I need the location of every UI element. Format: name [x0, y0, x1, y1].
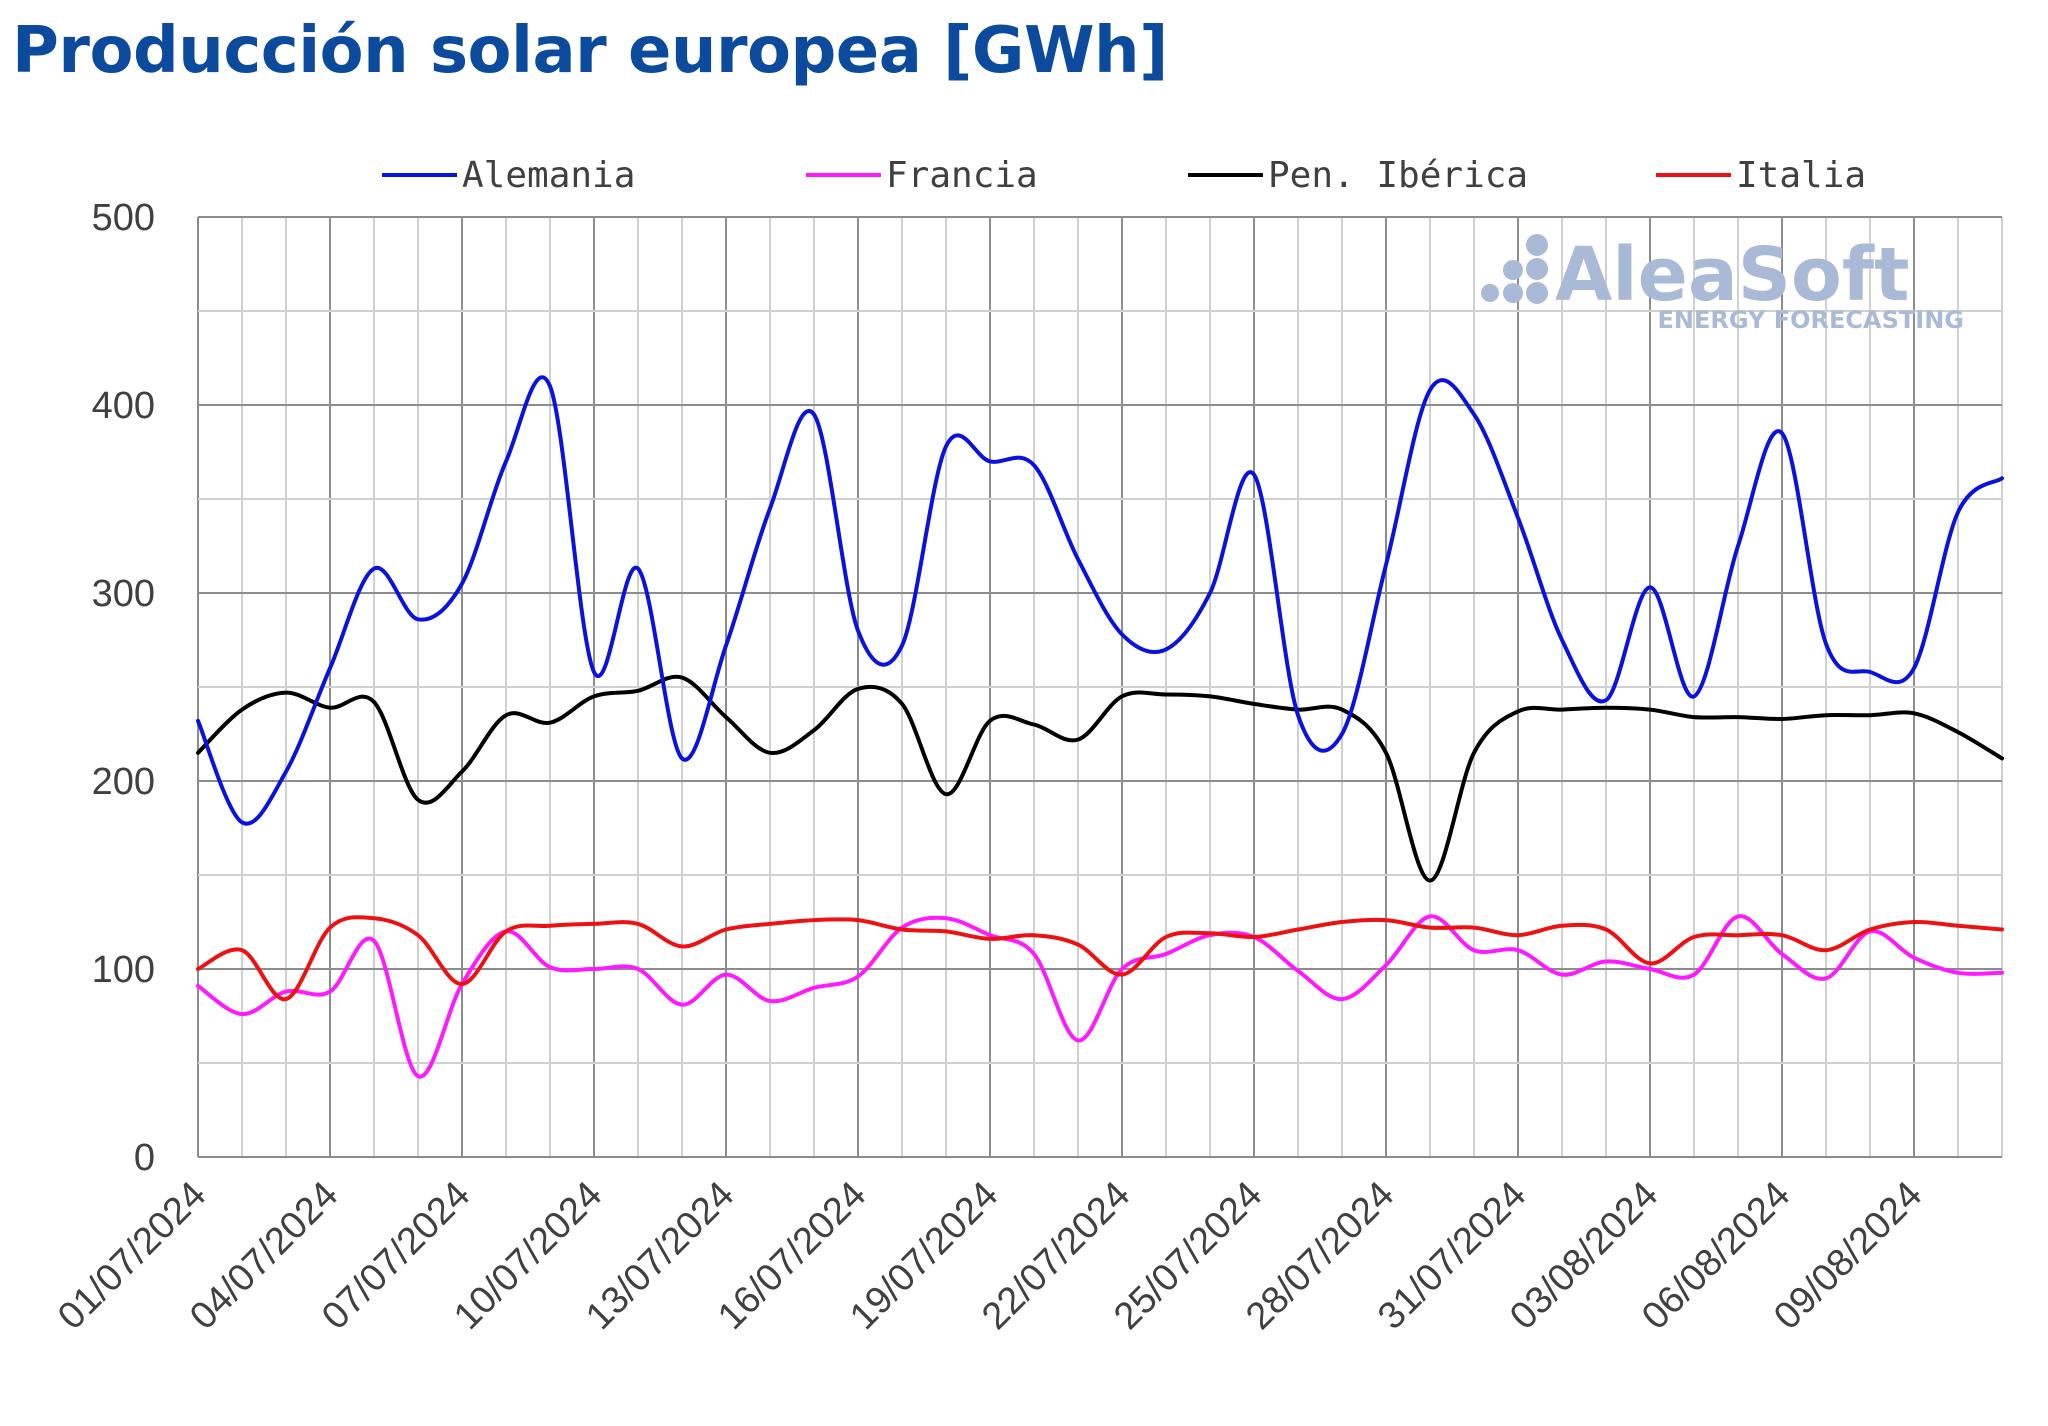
y-tick-label: 0 — [134, 1137, 155, 1179]
grid — [197, 216, 2003, 1158]
y-tick-label: 300 — [92, 573, 155, 615]
y-tick-label: 500 — [92, 197, 155, 239]
series-line-pen-ib-rica — [196, 674, 2004, 883]
series-line-alemania — [196, 375, 2004, 826]
series-lines — [196, 375, 2004, 1079]
legend-label: Francia — [886, 155, 1038, 196]
watermark-tagline: ENERGY FORECASTING — [1658, 306, 1965, 334]
series-line-italia — [196, 915, 2004, 1002]
watermark: AleaSoft ENERGY FORECASTING — [1481, 232, 1964, 334]
legend-label: Alemania — [462, 155, 635, 196]
legend-label: Pen. Ibérica — [1268, 155, 1528, 196]
y-tick-label: 100 — [92, 949, 155, 991]
legend-label: Italia — [1736, 155, 1866, 196]
aleasoft-logo-icon — [1481, 234, 1548, 304]
series-line-francia — [196, 914, 2004, 1079]
chart-title: Producción solar europea [GWh] — [12, 14, 1168, 88]
legend: Alemania Francia Pen. Ibérica Italia — [382, 155, 1866, 196]
y-tick-label: 400 — [92, 385, 155, 427]
y-tick-label: 200 — [92, 761, 155, 803]
watermark-brand: AleaSoft — [1555, 232, 1909, 318]
